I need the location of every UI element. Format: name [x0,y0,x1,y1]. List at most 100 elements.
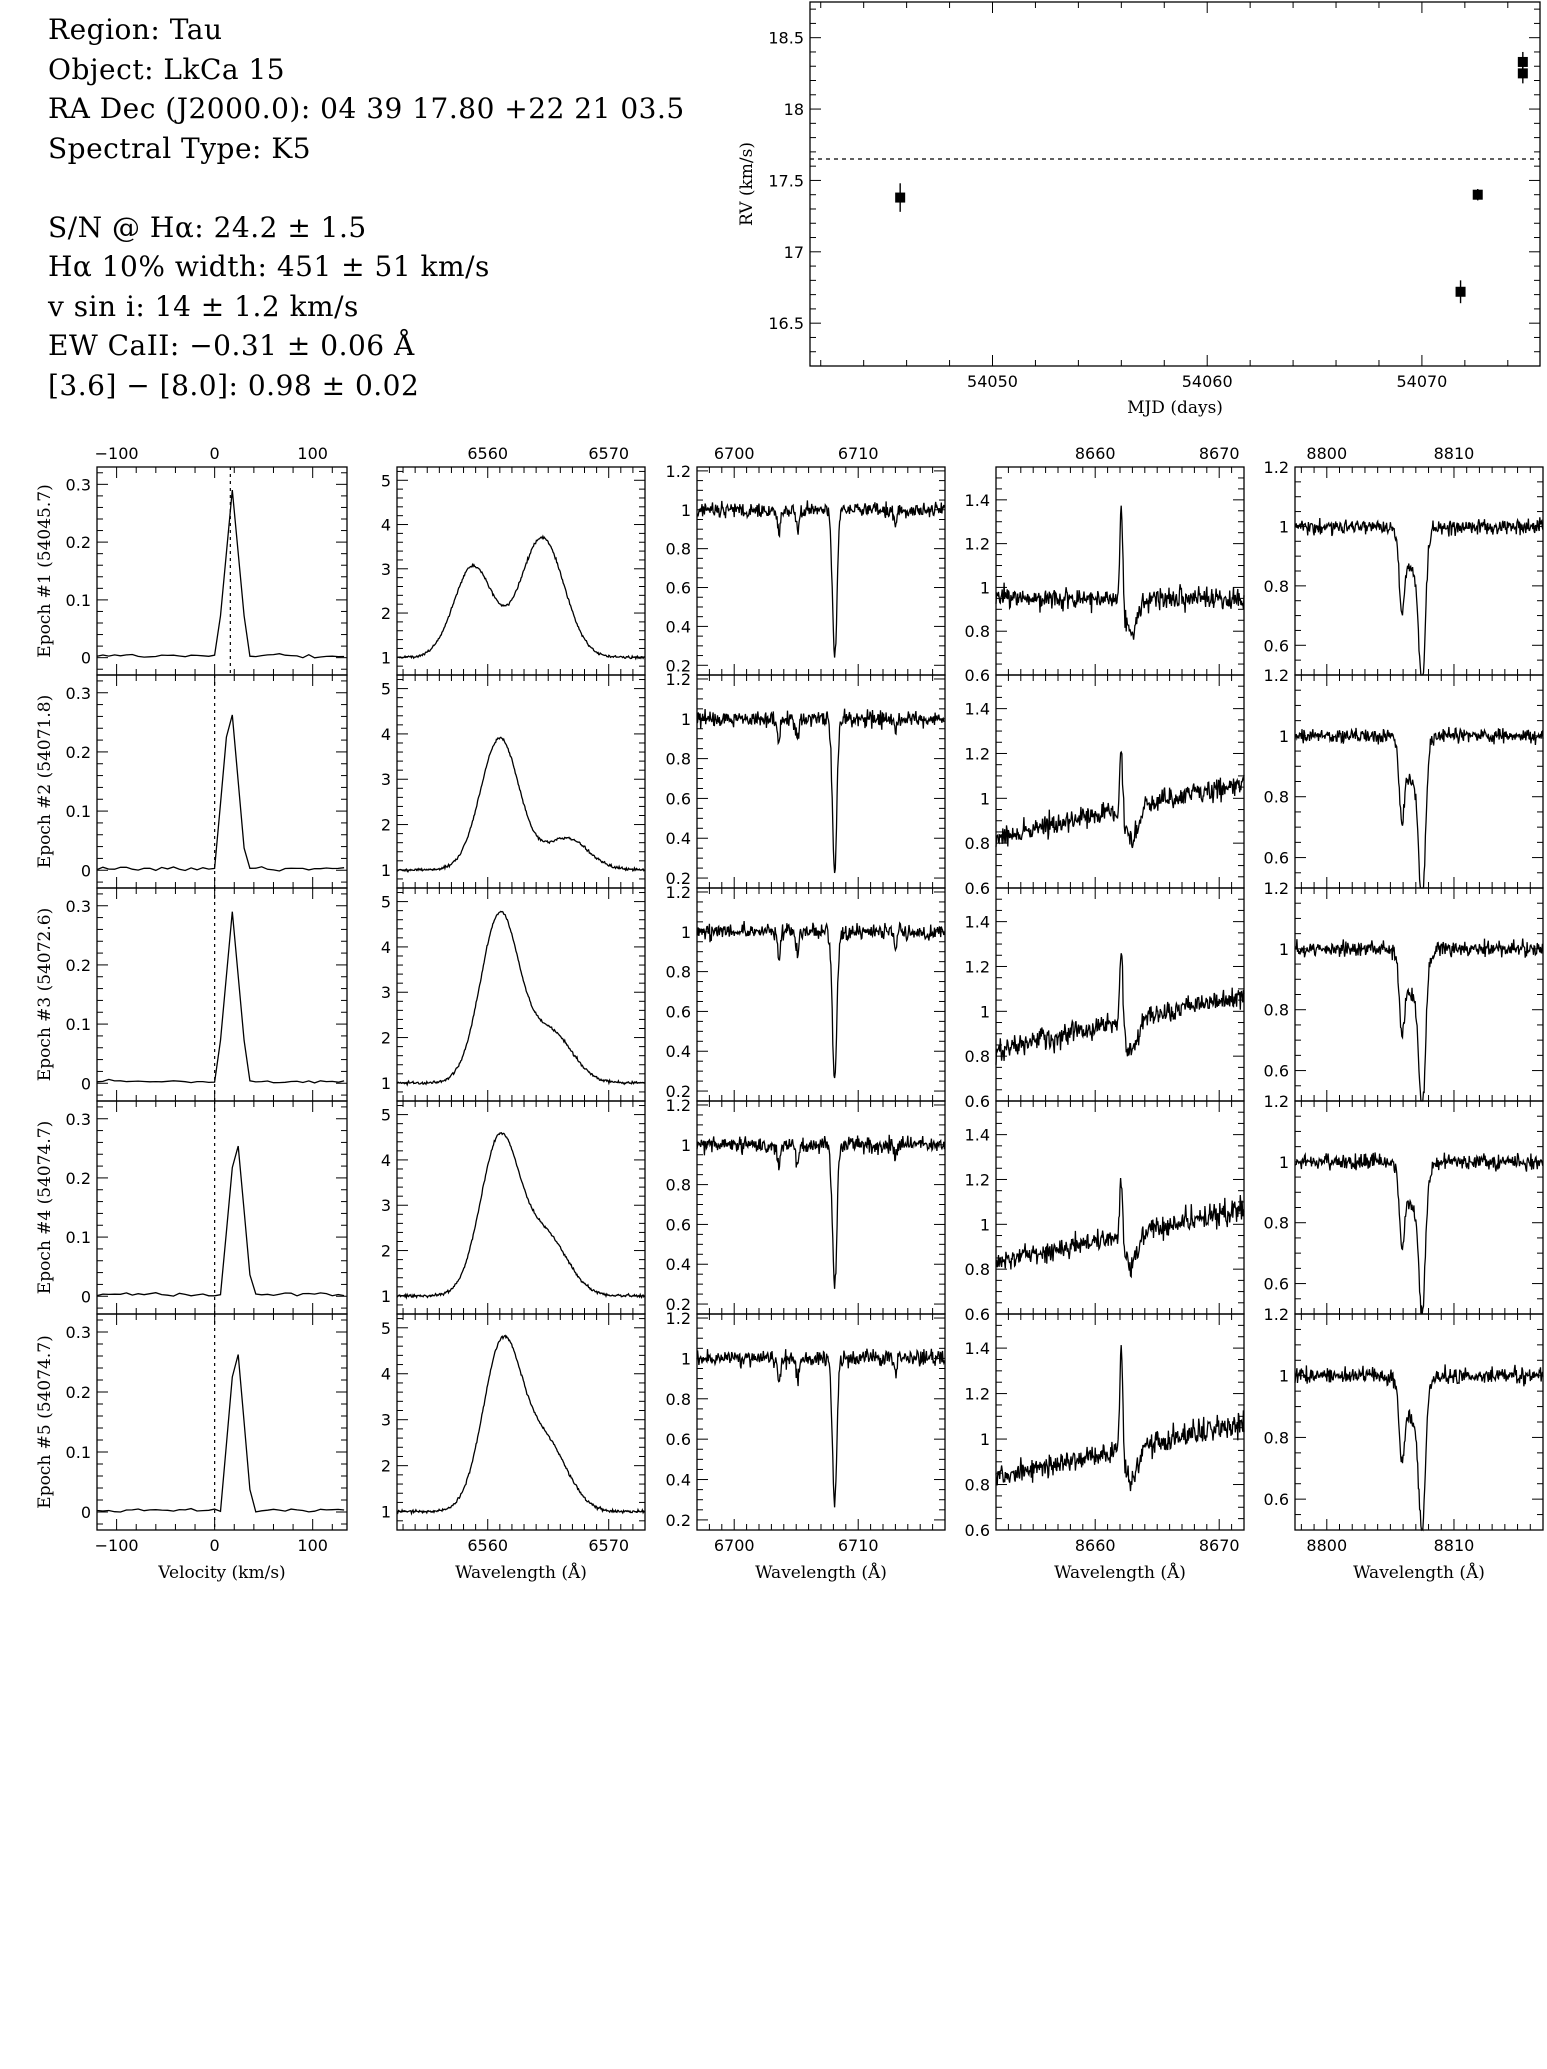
halpha-panel-5-ytick-label: 5 [381,1319,391,1338]
halpha-panel-3-spectrum [396,910,646,1087]
info-color: [3.6] − [8.0]: 0.98 ± 0.02 [48,368,420,402]
li-panel-1-ytick-label: 0.4 [666,617,691,636]
ca-panel-5-ytick-label: 1.4 [965,1339,990,1358]
rv-point [1472,189,1483,200]
info-coordinates: RA Dec (J2000.0): 04 39 17.80 +22 21 03.… [48,92,685,125]
ccf-panel-3-spectrum [96,911,345,1084]
ccf-panel-1-ytick-label: 0.2 [66,533,91,552]
ca-panel-3-ytick-label: 1.2 [965,957,990,976]
k-panel-5-ytick-label: 1.2 [1264,1305,1289,1324]
ccf-panel-2-spectrum [96,714,345,872]
k-panel-2-ytick-label: 1.2 [1264,666,1289,685]
li-panel-2-ytick-label: 0.4 [666,829,691,848]
li-panel-5: 0.2 0.4 0.6 0.8 1 1.2 6700 6710 [666,1309,946,1555]
halpha-xlabel: Wavelength (Å) [455,1562,587,1583]
ca-panel-2-ytick-label: 0.8 [965,834,990,853]
halpha-panel-4-spectrum [396,1131,646,1300]
k-panel-1-ytick-label: 0.6 [1264,636,1289,655]
halpha-panel-5-frame [396,1313,646,1531]
li-panel-4-ytick-label: 0.6 [666,1215,691,1234]
ca-panel-3-ytick-label: 1.4 [965,913,990,932]
rv-point [1517,68,1528,79]
li-panel-3-frame [696,887,946,1102]
k-panel-5-xtick-label: 8800 [1306,1536,1347,1555]
k-panel-5-spectrum [1294,1364,1544,1532]
ca-panel-5: 0.6 0.8 1 1.2 1.4 8660 8670 [965,1313,1245,1555]
ccf-panel-3: 0 0.1 0.2 0.3 [66,887,348,1102]
k-panel-1-spectrum [1294,517,1544,676]
halpha-panel-4-ytick-label: 3 [381,1196,391,1215]
li-panel-4-frame [696,1100,946,1315]
ccf-panel-3-ytick-label: 0 [81,1074,91,1093]
ca-panel-5-ytick-label: 1 [980,1430,990,1449]
ca-panel-3: 0.6 0.8 1 1.2 1.4 [965,887,1245,1111]
k-panel-1: 0.6 0.8 1 1.2 8800 8810 [1264,444,1544,676]
ccf-panel-1-ytick-label: 0.3 [66,475,91,494]
halpha-panel-3-ytick-label: 4 [381,938,391,957]
li-panel-3-spectrum [696,921,946,1079]
ccf-panel-4-ytick-label: 0.3 [66,1110,91,1129]
halpha-panel-2-spectrum [396,736,645,873]
rv-point [1455,286,1466,297]
li-panel-5-ytick-label: 0.6 [666,1430,691,1449]
ca-panel-4: 0.6 0.8 1 1.2 1.4 [965,1100,1245,1324]
rv-plot-xtick-label: 54050 [967,372,1018,391]
halpha-panel-1-ytick-label: 3 [381,560,391,579]
rv-point [1517,56,1528,67]
k-panel-3-spectrum [1294,938,1544,1102]
k-xlabel: Wavelength (Å) [1353,1562,1485,1583]
halpha-panel-1-ytick-label: 5 [381,471,391,490]
ccf-panel-5-frame [96,1313,348,1531]
halpha-panel-1-spectrum [396,534,645,661]
info-snr: S/N @ Hα: 24.2 ± 1.5 [48,210,367,244]
ccf-panel-5-xtick-label: 0 [210,1536,220,1555]
ca-panel-2: 0.6 0.8 1 1.2 1.4 [965,674,1245,898]
k-panel-4: 0.6 0.8 1 1.2 [1264,1092,1544,1315]
k-panel-5-xtick-label: 8810 [1434,1536,1475,1555]
ca-panel-1-spectrum [995,505,1245,640]
ca-xlabel: Wavelength (Å) [1054,1562,1186,1583]
li-panel-5-ytick-label: 1.2 [666,1309,691,1328]
ca-panel-1-top-tick-label: 8660 [1075,444,1116,463]
halpha-panel-2-ytick-label: 1 [381,861,391,880]
k-panel-5: 0.6 0.8 1 1.2 8800 8810 [1264,1305,1544,1555]
li-panel-4-ytick-label: 1 [681,1136,691,1155]
epoch-label-4: Epoch #4 (54074.7) [35,1121,55,1294]
halpha-panel-5-xtick-label: 6560 [467,1536,508,1555]
halpha-panel-1-frame [396,466,646,676]
ccf-panel-2-ytick-label: 0.1 [66,802,91,821]
li-panel-2-frame [696,674,946,889]
k-panel-4-ytick-label: 1.2 [1264,1092,1289,1111]
halpha-panel-5-ytick-label: 2 [381,1457,391,1476]
epoch-label-5: Epoch #5 (54074.7) [35,1335,55,1508]
k-panel-1-ytick-label: 1 [1279,517,1289,536]
k-panel-4-ytick-label: 0.6 [1264,1275,1289,1294]
ccf-panel-3-frame [96,887,348,1102]
k-panel-3: 0.6 0.8 1 1.2 [1264,879,1544,1102]
ca-panel-3-spectrum [995,953,1245,1065]
ccf-panel-5-ytick-label: 0.2 [66,1383,91,1402]
ccf-panel-5: 00.10.20.3−100 0 100 [66,1313,348,1555]
li-panel-1-ytick-label: 1 [681,501,691,520]
k-panel-1-ytick-label: 0.8 [1264,577,1289,596]
ca-panel-5-xtick-label: 8670 [1199,1536,1240,1555]
ca-panel-4-ytick-label: 1.2 [965,1170,990,1189]
li-panel-1: 0.2 0.4 0.6 0.8 1 1.2 6700 6710 [666,444,946,676]
ca-panel-4-ytick-label: 1.4 [965,1126,990,1145]
li-panel-3-ytick-label: 0.6 [666,1002,691,1021]
k-panel-2: 0.6 0.8 1 1.2 [1264,666,1544,889]
ccf-panel-3-ytick-label: 0.1 [66,1015,91,1034]
ca-panel-2-ytick-label: 1 [980,789,990,808]
li-panel-2-ytick-label: 0.8 [666,750,691,769]
k-panel-4-spectrum [1294,1152,1544,1315]
li-panel-2-ytick-label: 1.2 [666,670,691,689]
li-panel-4-ytick-label: 0.2 [666,1295,691,1314]
ccf-panel-2-ytick-label: 0.3 [66,684,91,703]
info-region: Region: Tau [48,13,223,46]
ccf-panel-2: 0 0.1 0.2 0.3 [66,674,348,889]
ccf-panel-2-ytick-label: 0 [81,861,91,880]
k-panel-4-ytick-label: 1 [1279,1153,1289,1172]
li-panel-3: 0.2 0.4 0.6 0.8 1 1.2 [666,883,946,1102]
ccf-panel-5-ytick-label: 0.3 [66,1323,91,1342]
li-panel-4: 0.2 0.4 0.6 0.8 1 1.2 [666,1096,946,1315]
